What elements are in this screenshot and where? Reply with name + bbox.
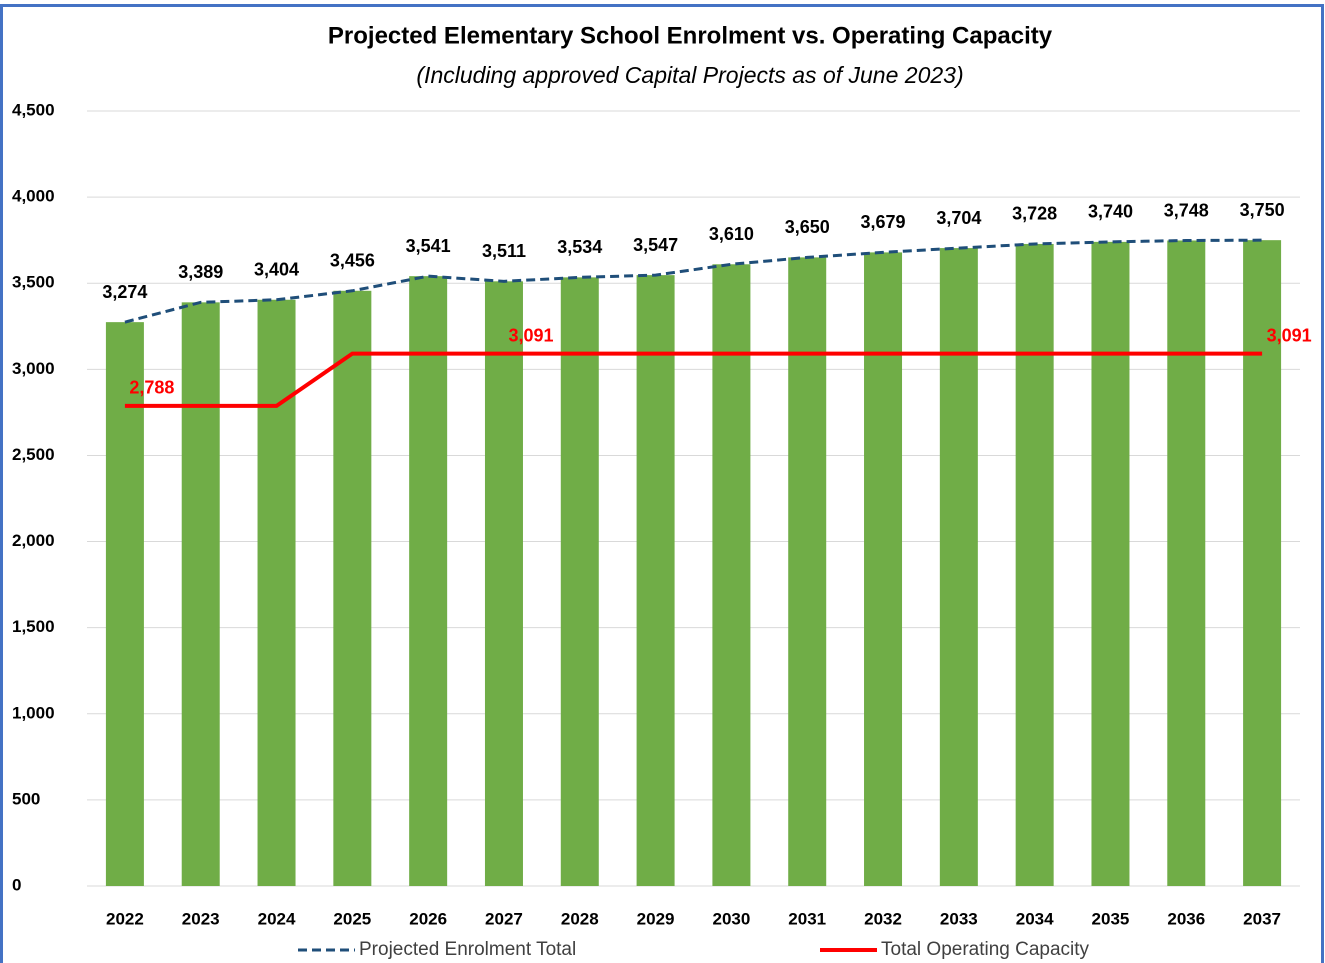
- x-tick-label: 2022: [106, 909, 144, 928]
- data-label: 3,610: [709, 224, 754, 244]
- bar: [864, 252, 903, 887]
- x-tick-label: 2032: [864, 909, 902, 928]
- data-label: 3,547: [633, 235, 678, 255]
- bar: [1243, 240, 1282, 886]
- data-label: 3,740: [1088, 202, 1133, 222]
- data-label: 3,091: [1267, 325, 1312, 345]
- x-tick-label: 2031: [788, 909, 826, 928]
- chart-subtitle: (Including approved Capital Projects as …: [416, 62, 963, 88]
- x-tick-label: 2027: [485, 909, 523, 928]
- data-label: 3,728: [1012, 204, 1057, 224]
- chart-title: Projected Elementary School Enrolment vs…: [328, 22, 1053, 49]
- y-tick-label: 1,500: [12, 617, 55, 636]
- bar: [409, 276, 448, 886]
- x-tick-label: 2023: [182, 909, 220, 928]
- data-label: 3,389: [178, 262, 223, 282]
- data-label: 3,091: [508, 325, 553, 345]
- x-tick-label: 2026: [409, 909, 447, 928]
- x-tick-label: 2025: [333, 909, 371, 928]
- legend-label: Total Operating Capacity: [881, 939, 1090, 960]
- data-label: 3,534: [557, 237, 602, 257]
- data-label: 3,650: [785, 217, 830, 237]
- bar: [484, 281, 523, 887]
- x-tick-label: 2034: [1016, 909, 1054, 928]
- data-label: 3,456: [330, 251, 375, 271]
- y-tick-label: 0: [12, 875, 21, 894]
- y-tick-label: 3,000: [12, 359, 55, 378]
- bar: [105, 322, 144, 887]
- x-tick-label: 2030: [712, 909, 750, 928]
- bar: [560, 277, 599, 886]
- bar: [257, 299, 296, 886]
- x-tick-label: 2035: [1092, 909, 1130, 928]
- bar: [788, 257, 827, 886]
- bar: [181, 302, 220, 887]
- y-tick-label: 3,500: [12, 273, 55, 292]
- bar: [712, 264, 751, 886]
- data-label: 3,679: [861, 212, 906, 232]
- data-label: 3,511: [482, 241, 526, 261]
- data-label: 3,704: [936, 208, 981, 228]
- line-series: [124, 238, 1263, 324]
- y-tick-label: 1,000: [12, 703, 55, 722]
- y-tick-label: 4,500: [12, 100, 55, 119]
- data-label: 2,788: [129, 378, 174, 398]
- bar: [636, 275, 675, 886]
- bar: [333, 290, 372, 886]
- x-tick-label: 2037: [1243, 909, 1281, 928]
- frame: [0, 4, 1324, 963]
- y-tick-label: 2,000: [12, 531, 55, 550]
- data-label: 3,541: [406, 236, 451, 256]
- y-tick-label: 2,500: [12, 445, 55, 464]
- data-label: 3,748: [1164, 200, 1209, 220]
- data-label: 3,274: [102, 282, 147, 302]
- y-tick-label: 500: [12, 789, 40, 808]
- x-tick-label: 2028: [561, 909, 599, 928]
- y-tick-label: 4,000: [12, 187, 55, 206]
- bar: [1091, 241, 1130, 886]
- legend-label: Projected Enrolment Total: [359, 939, 576, 960]
- x-tick-label: 2033: [940, 909, 978, 928]
- x-tick-label: 2024: [258, 909, 296, 928]
- bar: [1015, 243, 1054, 886]
- data-label: 3,750: [1240, 200, 1285, 220]
- bar: [939, 248, 978, 887]
- line-series: [124, 351, 1263, 408]
- x-tick-label: 2029: [637, 909, 675, 928]
- bar: [1167, 240, 1206, 886]
- data-label: 3,404: [254, 260, 299, 280]
- x-tick-label: 2036: [1167, 909, 1205, 928]
